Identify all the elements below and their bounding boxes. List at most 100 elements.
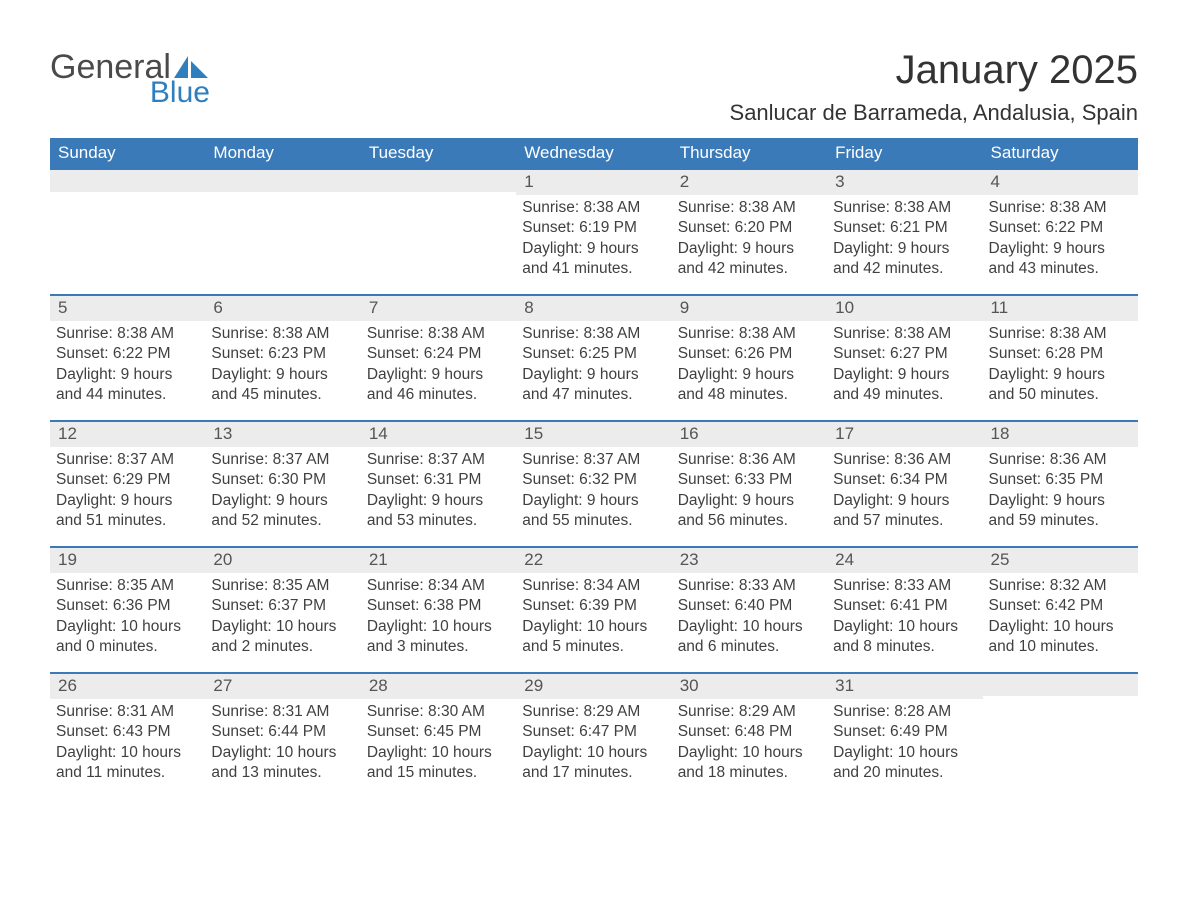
sunset-line: Sunset: 6:36 PM <box>56 596 199 616</box>
sunrise-label: Sunrise: <box>367 325 428 342</box>
daylight-label: Daylight: <box>56 366 121 383</box>
calendar-cell: 12Sunrise: 8:37 AMSunset: 6:29 PMDayligh… <box>50 420 205 546</box>
sunrise-value: 8:32 AM <box>1050 577 1107 594</box>
sunset-value: 6:44 PM <box>268 723 326 740</box>
sunset-line: Sunset: 6:42 PM <box>989 596 1132 616</box>
calendar-cell: 7Sunrise: 8:38 AMSunset: 6:24 PMDaylight… <box>361 294 516 420</box>
sunset-line: Sunset: 6:38 PM <box>367 596 510 616</box>
day-number: 8 <box>516 294 671 321</box>
calendar-cell: 30Sunrise: 8:29 AMSunset: 6:48 PMDayligh… <box>672 672 827 798</box>
sunset-value: 6:21 PM <box>890 219 948 236</box>
day-number: 30 <box>672 672 827 699</box>
day-number <box>50 168 205 192</box>
sunrise-label: Sunrise: <box>833 577 894 594</box>
day-number: 22 <box>516 546 671 573</box>
sunset-value: 6:32 PM <box>579 471 637 488</box>
sunset-value: 6:22 PM <box>1045 219 1103 236</box>
daylight-line: Daylight: 10 hours and 15 minutes. <box>367 743 510 784</box>
day-details: Sunrise: 8:35 AMSunset: 6:36 PMDaylight:… <box>56 576 199 658</box>
sunrise-value: 8:30 AM <box>428 703 485 720</box>
daylight-line: Daylight: 9 hours and 57 minutes. <box>833 491 976 532</box>
sunset-label: Sunset: <box>522 345 579 362</box>
calendar-cell: 18 Sunrise: 8:36 AMSunset: 6:35 PMDayligh… <box>983 420 1138 546</box>
sunset-label: Sunset: <box>989 471 1046 488</box>
day-header-sunday: Sunday <box>50 138 205 168</box>
sunrise-value: 8:38 AM <box>894 199 951 216</box>
day-number: 19 <box>50 546 205 573</box>
sunset-value: 6:20 PM <box>735 219 793 236</box>
sunrise-line: Sunrise: 8:38 AM <box>989 198 1132 218</box>
daylight-label: Daylight: <box>522 618 587 635</box>
sunset-value: 6:26 PM <box>735 345 793 362</box>
sunrise-line: Sunrise: 8:36 AM <box>989 450 1132 470</box>
day-details: Sunrise: 8:34 AMSunset: 6:39 PM Daylight:… <box>522 576 665 658</box>
sunrise-line: Sunrise: 8:38 AM <box>833 198 976 218</box>
sunset-label: Sunset: <box>989 345 1046 362</box>
sunset-value: 6:34 PM <box>890 471 948 488</box>
sunset-line: Sunset: 6:44 PM <box>211 722 354 742</box>
sunrise-value: 8:33 AM <box>894 577 951 594</box>
day-details: Sunrise: 8:31 AMSunset: 6:43 PMDaylight:… <box>56 702 199 784</box>
calendar-cell: 3Sunrise: 8:38 AMSunset: 6:21 PMDaylight… <box>827 168 982 294</box>
weeks-container: 1Sunrise: 8:38 AMSunset: 6:19 PMDaylight… <box>50 168 1138 798</box>
day-number <box>205 168 360 192</box>
sunset-value: 6:48 PM <box>735 723 793 740</box>
sunset-label: Sunset: <box>56 597 113 614</box>
day-details: Sunrise: 8:38 AMSunset: 6:24 PMDaylight:… <box>367 324 510 406</box>
calendar-cell: 26 Sunrise: 8:31 AMSunset: 6:43 PMDayligh… <box>50 672 205 798</box>
sunset-value: 6:27 PM <box>890 345 948 362</box>
header: General Blue January 2025 Sanlucar de Ba… <box>50 50 1138 132</box>
sunset-label: Sunset: <box>522 471 579 488</box>
day-header-monday: Monday <box>205 138 360 168</box>
day-details: Sunrise: 8:28 AMSunset: 6:49 PMDaylight:… <box>833 702 976 784</box>
sunrise-line: Sunrise: 8:29 AM <box>678 702 821 722</box>
daylight-label: Daylight: <box>833 744 898 761</box>
day-details: Sunrise: 8:38 AMSunset: 6:26 PMDaylight:… <box>678 324 821 406</box>
daylight-line: Daylight: 9 hours and 52 minutes. <box>211 491 354 532</box>
daylight-line: Daylight: 9 hours and 50 minutes. <box>989 365 1132 406</box>
sunrise-label: Sunrise: <box>522 451 583 468</box>
calendar-cell: 2Sunrise: 8:38 AMSunset: 6:20 PMDaylight… <box>672 168 827 294</box>
sunrise-value: 8:35 AM <box>117 577 174 594</box>
day-details: Sunrise: 8:38 AMSunset: 6:20 PMDaylight:… <box>678 198 821 280</box>
calendar-cell: 4Sunrise: 8:38 AMSunset: 6:22 PMDaylight… <box>983 168 1138 294</box>
day-number: 18 <box>983 420 1138 447</box>
day-number: 1 <box>516 168 671 195</box>
day-header-thursday: Thursday <box>672 138 827 168</box>
sunrise-value: 8:38 AM <box>117 325 174 342</box>
sunrise-line: Sunrise: 8:36 AM <box>678 450 821 470</box>
day-number: 28 <box>361 672 516 699</box>
sunset-line: Sunset: 6:39 PM <box>522 596 665 616</box>
day-details: Sunrise: 8:36 AMSunset: 6:35 PMDaylight:… <box>989 450 1132 532</box>
day-number: 12 <box>50 420 205 447</box>
day-details: Sunrise: 8:38 AMSunset: 6:23 PMDaylight:… <box>211 324 354 406</box>
daylight-label: Daylight: <box>833 366 898 383</box>
sunset-label: Sunset: <box>522 219 579 236</box>
daylight-line: Daylight: 9 hours and 49 minutes. <box>833 365 976 406</box>
sunrise-label: Sunrise: <box>522 325 583 342</box>
sunrise-line: Sunrise: 8:34 AM <box>522 576 665 596</box>
daylight-line: Daylight: 9 hours and 56 minutes. <box>678 491 821 532</box>
sunrise-value: 8:29 AM <box>583 703 640 720</box>
calendar-cell: 19Sunrise: 8:35 AMSunset: 6:36 PMDayligh… <box>50 546 205 672</box>
sunrise-label: Sunrise: <box>367 451 428 468</box>
day-details: Sunrise: 8:36 AMSunset: 6:34 PMDaylight:… <box>833 450 976 532</box>
sunset-value: 6:28 PM <box>1045 345 1103 362</box>
day-details: Sunrise: 8:38 AMSunset: 6:27 PMDaylight:… <box>833 324 976 406</box>
sunset-label: Sunset: <box>833 219 890 236</box>
calendar-cell <box>205 168 360 294</box>
sunrise-line: Sunrise: 8:30 AM <box>367 702 510 722</box>
sunset-value: 6:33 PM <box>735 471 793 488</box>
day-details: Sunrise: 8:29 AMSunset: 6:47 PMDaylight:… <box>522 702 665 784</box>
day-details: Sunrise: 8:32 AMSunset: 6:42 PMDaylight:… <box>989 576 1132 658</box>
day-details: Sunrise: 8:31 AMSunset: 6:44 PMDaylight:… <box>211 702 354 784</box>
calendar-cell: 16Sunrise: 8:36 AMSunset: 6:33 PMDayligh… <box>672 420 827 546</box>
day-number: 5 <box>50 294 205 321</box>
daylight-label: Daylight: <box>833 492 898 509</box>
logo-text-blue: Blue <box>122 78 210 108</box>
daylight-label: Daylight: <box>367 366 432 383</box>
day-number: 26 <box>50 672 205 699</box>
sunrise-line: Sunrise: 8:33 AM <box>678 576 821 596</box>
daylight-line: Daylight: 9 hours and 55 minutes. <box>522 491 665 532</box>
sunrise-line: Sunrise: 8:38 AM <box>56 324 199 344</box>
